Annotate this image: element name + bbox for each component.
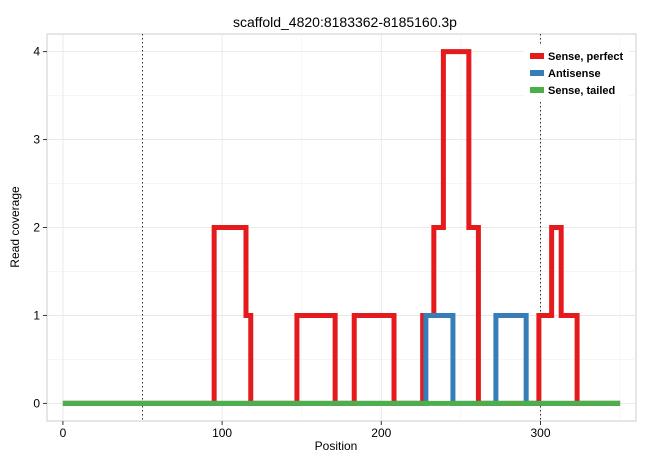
y-tick-label: 4 — [33, 45, 40, 59]
x-tick-label: 300 — [530, 426, 550, 440]
legend-label: Sense, tailed — [548, 85, 615, 97]
y-tick-label: 3 — [33, 133, 40, 147]
legend-label: Antisense — [548, 68, 601, 80]
y-tick-label: 2 — [33, 221, 40, 235]
x-axis-ticks: 0 100 200 300 — [60, 421, 551, 440]
legend-key — [530, 53, 544, 59]
chart-title: scaffold_4820:8183362-8185160.3p — [233, 14, 457, 30]
x-tick-label: 200 — [371, 426, 391, 440]
y-axis-ticks: 0 1 2 3 4 — [33, 45, 47, 410]
legend-key — [530, 87, 544, 93]
legend-label: Sense, perfect — [548, 51, 624, 63]
x-axis-title: Position — [315, 439, 358, 453]
x-tick-label: 100 — [212, 426, 232, 440]
x-tick-label: 0 — [60, 426, 67, 440]
series-layer — [62, 49, 621, 406]
y-tick-label: 0 — [33, 396, 40, 410]
legend-key — [530, 70, 544, 76]
y-tick-label: 1 — [33, 308, 40, 322]
y-axis-title: Read coverage — [8, 186, 22, 268]
legend: Sense, perfect Antisense Sense, tailed — [524, 46, 629, 102]
